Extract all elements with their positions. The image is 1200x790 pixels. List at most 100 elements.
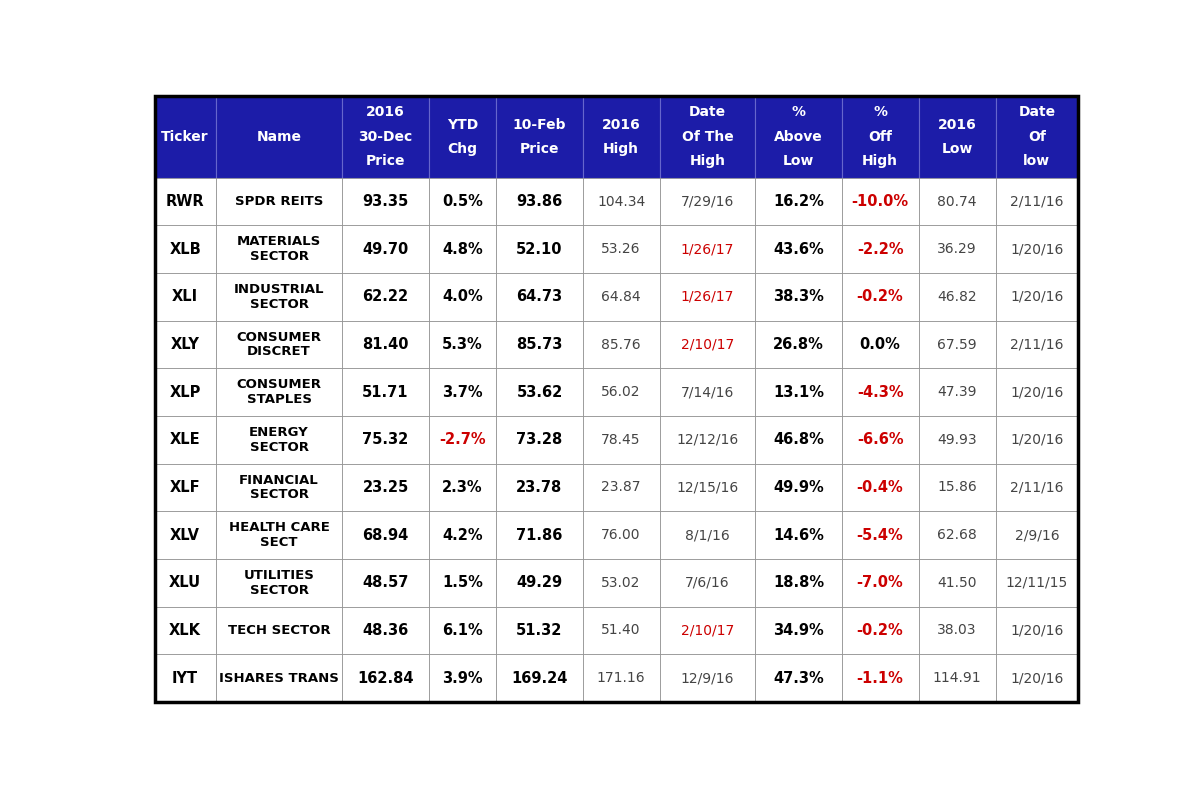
Text: 114.91: 114.91 <box>932 671 982 685</box>
Bar <box>841 368 918 416</box>
Bar <box>660 178 755 225</box>
Bar <box>996 273 1078 321</box>
Text: 71.86: 71.86 <box>516 528 563 543</box>
Text: 62.22: 62.22 <box>362 289 408 304</box>
Text: 36.29: 36.29 <box>937 243 977 256</box>
Text: 2016: 2016 <box>366 105 404 119</box>
Text: 64.84: 64.84 <box>601 290 641 304</box>
Bar <box>996 416 1078 464</box>
Text: FINANCIAL: FINANCIAL <box>239 474 319 487</box>
Text: SECTOR: SECTOR <box>250 584 308 596</box>
Text: 10-Feb: 10-Feb <box>512 118 566 132</box>
Text: High: High <box>604 142 640 156</box>
Bar <box>155 225 216 273</box>
Text: SECT: SECT <box>260 536 298 549</box>
Bar <box>155 178 216 225</box>
Text: 49.70: 49.70 <box>362 242 409 257</box>
Text: INDUSTRIAL: INDUSTRIAL <box>234 283 324 296</box>
Bar <box>428 178 497 225</box>
Text: ISHARES TRANS: ISHARES TRANS <box>220 672 338 685</box>
Bar <box>918 96 996 178</box>
Text: 53.02: 53.02 <box>601 576 641 590</box>
Text: 0.0%: 0.0% <box>859 337 900 352</box>
Text: 41.50: 41.50 <box>937 576 977 590</box>
Text: RWR: RWR <box>166 194 204 209</box>
Text: 15.86: 15.86 <box>937 480 977 495</box>
Bar <box>996 654 1078 702</box>
Text: 5.3%: 5.3% <box>442 337 482 352</box>
Bar <box>342 225 428 273</box>
Bar <box>996 607 1078 654</box>
Bar <box>216 225 342 273</box>
Text: 51.71: 51.71 <box>362 385 409 400</box>
Text: Chg: Chg <box>448 142 478 156</box>
Bar <box>841 464 918 511</box>
Text: 12/11/15: 12/11/15 <box>1006 576 1068 590</box>
Bar <box>216 96 342 178</box>
Bar <box>755 273 841 321</box>
Bar <box>660 368 755 416</box>
Bar <box>216 654 342 702</box>
Text: -2.7%: -2.7% <box>439 432 486 447</box>
Bar <box>755 178 841 225</box>
Bar <box>583 416 660 464</box>
Text: 4.2%: 4.2% <box>442 528 482 543</box>
Text: 43.6%: 43.6% <box>773 242 824 257</box>
Text: 16.2%: 16.2% <box>773 194 824 209</box>
Text: Low: Low <box>782 155 814 168</box>
Bar <box>918 321 996 368</box>
Bar <box>918 559 996 607</box>
Text: 78.45: 78.45 <box>601 433 641 447</box>
Text: 62.68: 62.68 <box>937 529 977 542</box>
Bar <box>155 96 216 178</box>
Bar <box>342 559 428 607</box>
Bar <box>583 368 660 416</box>
Text: HEALTH CARE: HEALTH CARE <box>228 521 330 534</box>
Text: -10.0%: -10.0% <box>852 194 908 209</box>
Bar <box>428 96 497 178</box>
Text: -0.2%: -0.2% <box>857 623 904 638</box>
Text: 104.34: 104.34 <box>596 194 646 209</box>
Bar <box>342 273 428 321</box>
Text: 8/1/16: 8/1/16 <box>685 529 730 542</box>
Bar <box>841 225 918 273</box>
Bar <box>755 416 841 464</box>
Bar <box>155 464 216 511</box>
Bar <box>342 416 428 464</box>
Bar <box>342 464 428 511</box>
Text: 46.82: 46.82 <box>937 290 977 304</box>
Bar <box>497 178 583 225</box>
Bar <box>497 464 583 511</box>
Bar <box>841 607 918 654</box>
Text: 2016: 2016 <box>937 118 977 132</box>
Text: Price: Price <box>366 155 406 168</box>
Bar <box>660 511 755 559</box>
Text: Low: Low <box>941 142 973 156</box>
Bar <box>755 654 841 702</box>
Bar <box>497 559 583 607</box>
Bar <box>155 368 216 416</box>
Text: 53.26: 53.26 <box>601 243 641 256</box>
Text: 2016: 2016 <box>601 118 641 132</box>
Text: 52.10: 52.10 <box>516 242 563 257</box>
Text: 56.02: 56.02 <box>601 386 641 399</box>
Bar <box>918 225 996 273</box>
Bar <box>428 559 497 607</box>
Bar <box>841 654 918 702</box>
Text: 2/11/16: 2/11/16 <box>1010 480 1063 495</box>
Text: 93.35: 93.35 <box>362 194 409 209</box>
Text: -0.2%: -0.2% <box>857 289 904 304</box>
Bar <box>755 321 841 368</box>
Bar <box>342 321 428 368</box>
Bar <box>841 273 918 321</box>
Text: 26.8%: 26.8% <box>773 337 824 352</box>
Bar <box>428 654 497 702</box>
Text: 162.84: 162.84 <box>358 671 414 686</box>
Bar <box>660 559 755 607</box>
Bar <box>342 511 428 559</box>
Text: -7.0%: -7.0% <box>857 575 904 590</box>
Text: 38.03: 38.03 <box>937 623 977 638</box>
Text: SPDR REITS: SPDR REITS <box>235 195 323 208</box>
Bar <box>755 225 841 273</box>
Text: High: High <box>690 155 726 168</box>
